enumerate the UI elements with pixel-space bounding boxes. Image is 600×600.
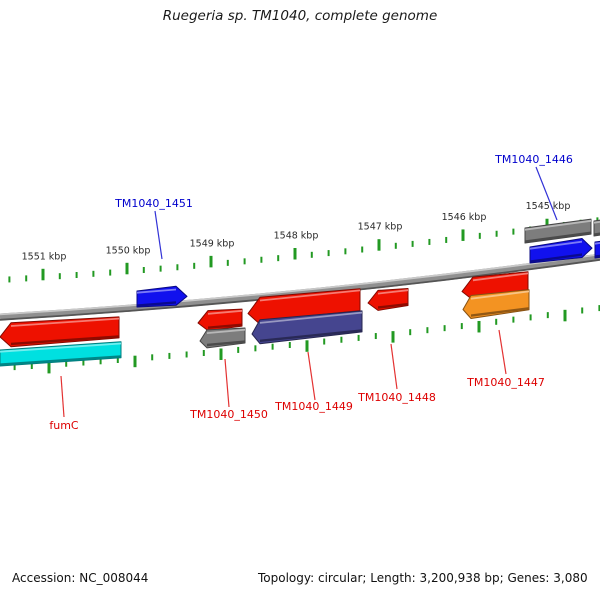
genome-backbone	[0, 253, 600, 321]
gene-arrow-fumC	[0, 341, 122, 367]
leader-line-TM1040_1446	[535, 166, 558, 221]
gene-label-fumC: fumC	[49, 419, 79, 432]
gene-arrow-unnamed-shade	[208, 323, 242, 329]
gene-arrow-unnamed-shade	[11, 335, 119, 346]
ruler-label-1551-kbp: 1551 kbp	[22, 251, 67, 262]
figure-title: Ruegeria sp. TM1040, complete genome	[162, 8, 438, 24]
accession-text: Accession: NC_008044	[12, 571, 149, 585]
gene-arrow-unnamed-highlight	[11, 317, 119, 327]
ruler-label-1546-kbp: 1546 kbp	[442, 212, 487, 223]
gene-label-TM1040_1447: TM1040_1447	[466, 376, 545, 389]
leader-line-TM1040_1451	[154, 210, 163, 260]
gene-arrow-fumC-shade	[0, 355, 121, 366]
gene-label-TM1040_1446: TM1040_1446	[494, 153, 573, 166]
leader-line-TM1040_1448	[390, 343, 398, 390]
gene-arrow-unnamed-highlight	[525, 219, 591, 231]
gene-label-TM1040_1450: TM1040_1450	[189, 408, 268, 421]
gene-arrow-TM1040_1449-shade	[260, 329, 362, 342]
gene-arrow-TM1040_1447-shade	[471, 307, 529, 317]
ruler-label-1545-kbp: 1545 kbp	[526, 201, 571, 212]
gene-arrow-TM1040_1450-shade	[207, 340, 245, 347]
gene-arrow-unnamed	[593, 219, 600, 237]
gene-arrow-TM1040_1449	[251, 310, 363, 345]
gene-arrow-unnamed-highlight	[208, 309, 242, 315]
ruler-label-1550-kbp: 1550 kbp	[106, 245, 151, 256]
ruler-ticks-top	[8, 217, 599, 283]
gene-arrow-fumC-highlight	[0, 342, 121, 353]
gene-arrow-unnamed-highlight	[473, 272, 528, 282]
gene-arrow-TM1040_1448-shade	[378, 302, 408, 309]
gene-arrow-TM1040_1446	[529, 238, 593, 264]
gene-arrow-TM1040_1447-highlight	[471, 290, 529, 300]
ruler-label-1549-kbp: 1549 kbp	[190, 238, 235, 249]
gene-arrow-unnamed-shade	[594, 232, 600, 236]
gene-arrow-unnamed-shade	[525, 231, 591, 243]
gene-arrow-unnamed-highlight	[594, 220, 600, 224]
leader-line-fumC	[60, 375, 65, 418]
gene-arrow-TM1040_1446-shade	[530, 253, 582, 263]
gene-arrow-TM1040_1449-highlight	[260, 311, 362, 324]
gene-arrow-unnamed	[594, 240, 600, 259]
gene-arrow-TM1040_1446-highlight	[530, 240, 582, 250]
gene-arrow-unnamed-highlight	[260, 289, 360, 302]
gene-arrow-TM1040_1450-highlight	[207, 328, 245, 334]
gene-label-TM1040_1449: TM1040_1449	[274, 400, 353, 413]
gene-arrow-TM1040_1448-highlight	[378, 289, 408, 295]
gene-label-TM1040_1448: TM1040_1448	[357, 391, 436, 404]
leader-line-TM1040_1447	[498, 329, 507, 375]
gene-label-TM1040_1451: TM1040_1451	[114, 197, 193, 210]
gene-arrow-unnamed	[524, 218, 592, 244]
ruler-label-1548-kbp: 1548 kbp	[274, 230, 319, 241]
backbone-highlight	[0, 253, 600, 316]
gene-arrow-TM1040_1451-shade	[137, 301, 176, 307]
leader-line-TM1040_1450	[224, 358, 230, 408]
topology-stats-text: Topology: circular; Length: 3,200,938 bp…	[258, 571, 588, 585]
leader-line-TM1040_1449	[307, 351, 316, 401]
gene-arrow-unnamed-shade	[595, 254, 600, 258]
gene-arrow-TM1040_1451-highlight	[137, 288, 176, 294]
ruler-label-1547-kbp: 1547 kbp	[358, 222, 403, 233]
gene-arrow-unnamed-highlight	[595, 242, 600, 245]
